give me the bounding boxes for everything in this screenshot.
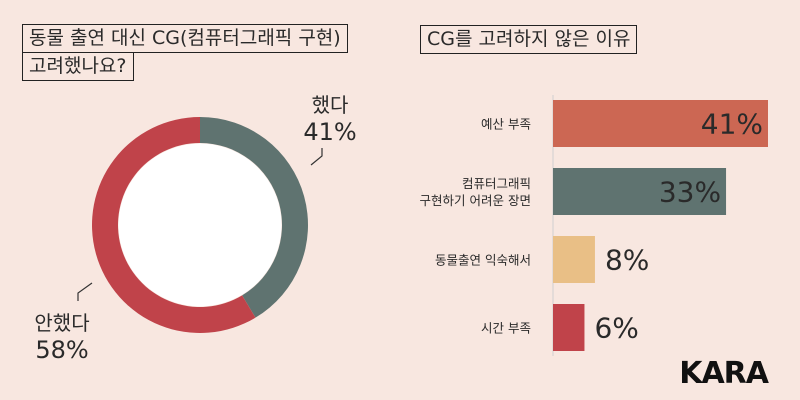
bar-category-label: 구현하기 어려운 장면 — [420, 193, 531, 208]
bar-category-label: 예산 부족 — [481, 117, 531, 132]
donut-value-no: 58% — [35, 336, 88, 364]
donut-title-line-2: 고려했나요? — [22, 52, 134, 81]
bar-4 — [553, 304, 585, 351]
donut-label-no: 안했다 — [34, 311, 89, 335]
leader-line-no — [77, 282, 93, 301]
donut-slice — [200, 117, 308, 318]
bar-2 — [553, 168, 727, 215]
bar-3 — [553, 236, 595, 283]
bar-value-label: 6% — [594, 312, 638, 345]
donut-label-yes: 했다 — [312, 93, 349, 117]
bar-category-label: 컴퓨터그래픽 — [462, 176, 531, 191]
donut-chart-title: 동물 출연 대신 CG(컴퓨터그래픽 구현) 고려했나요? — [22, 24, 348, 81]
donut-title-line-1: 동물 출연 대신 CG(컴퓨터그래픽 구현) — [22, 24, 348, 53]
bar-category-label: 시간 부족 — [481, 321, 531, 336]
bar-value-label: 41% — [701, 108, 763, 141]
bar-value-label: 33% — [659, 176, 721, 209]
bar-category-label: 동물출연 익숙해서 — [435, 253, 531, 268]
donut-slice — [91, 117, 256, 333]
leader-line-yes — [310, 148, 323, 166]
donut-value-yes: 41% — [303, 118, 356, 146]
bar-chart-title: CG를 고려하지 않은 이유 — [420, 25, 638, 54]
donut-hole — [118, 143, 282, 307]
bar-value-label: 8% — [605, 244, 649, 277]
kara-logo: KARA — [679, 356, 769, 391]
bar-1 — [553, 100, 768, 147]
bar-title-text: CG를 고려하지 않은 이유 — [420, 25, 638, 54]
